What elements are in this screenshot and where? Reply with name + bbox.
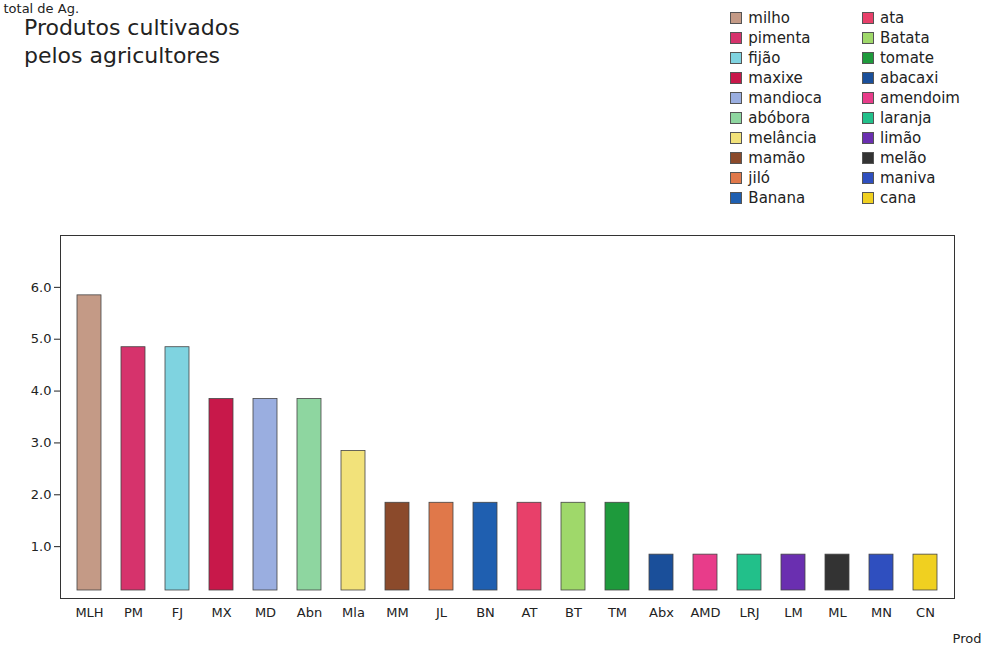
html-text:cana: cana xyxy=(880,189,917,207)
html-text:tomate: tomate xyxy=(880,49,934,67)
svg-text:CN: CN xyxy=(916,605,935,620)
html-text:Produtos cultivados pelos agri: Produtos cultivados pelos agricultores xyxy=(24,15,240,68)
svg-text:3.0: 3.0 xyxy=(31,435,52,450)
svg-text:6.0: 6.0 xyxy=(31,280,52,295)
svg-text:2.0: 2.0 xyxy=(31,487,52,502)
svg-text:AT: AT xyxy=(522,605,538,620)
html-text:limão: limão xyxy=(880,129,922,147)
svg-text:MN: MN xyxy=(871,605,892,620)
html-text:amendoim: amendoim xyxy=(880,89,960,107)
svg-text:total de Ag.: total de Ag. xyxy=(4,1,80,16)
html-text:melão: melão xyxy=(880,149,927,167)
svg-text:MLH: MLH xyxy=(75,605,103,620)
svg-text:AMD: AMD xyxy=(690,605,720,620)
html-text:Banana: Banana xyxy=(748,189,806,207)
svg-text:5.0: 5.0 xyxy=(31,331,52,346)
html-text:Batata: Batata xyxy=(880,29,930,47)
svg-text:Abn: Abn xyxy=(297,605,322,620)
svg-text:ML: ML xyxy=(828,605,847,620)
html-text:jiló: jiló xyxy=(748,169,770,187)
svg-text:JL: JL xyxy=(435,605,448,620)
svg-text:MM: MM xyxy=(386,605,408,620)
html-text:fijão: fijão xyxy=(748,49,781,67)
svg-text:4.0: 4.0 xyxy=(31,383,52,398)
svg-text:MD: MD xyxy=(255,605,276,620)
svg-text:PM: PM xyxy=(124,605,143,620)
svg-text:LM: LM xyxy=(784,605,802,620)
html-text:mamão: mamão xyxy=(748,149,806,167)
html-text:abóbora: abóbora xyxy=(748,109,811,127)
html-text:maniva: maniva xyxy=(880,169,936,187)
svg-text:FJ: FJ xyxy=(172,605,183,620)
svg-text:TM: TM xyxy=(607,605,627,620)
svg-text:BT: BT xyxy=(565,605,582,620)
html-text:maxixe: maxixe xyxy=(748,69,803,87)
svg-text:Prod: Prod xyxy=(953,631,982,646)
html-text:pimenta: pimenta xyxy=(748,29,811,47)
html-text:mandioca: mandioca xyxy=(748,89,822,107)
svg-text:Mla: Mla xyxy=(342,605,365,620)
svg-text:BN: BN xyxy=(476,605,495,620)
html-text:ata: ata xyxy=(880,9,905,27)
svg-text:1.0: 1.0 xyxy=(31,539,52,554)
svg-text:LRJ: LRJ xyxy=(739,605,759,620)
svg-text:Abx: Abx xyxy=(649,605,674,620)
html-text:melância: melância xyxy=(748,129,817,147)
html-text:laranja: laranja xyxy=(880,109,932,127)
html-text:milho: milho xyxy=(748,9,790,27)
svg-text:MX: MX xyxy=(211,605,231,620)
html-text:abacaxi: abacaxi xyxy=(880,69,939,87)
